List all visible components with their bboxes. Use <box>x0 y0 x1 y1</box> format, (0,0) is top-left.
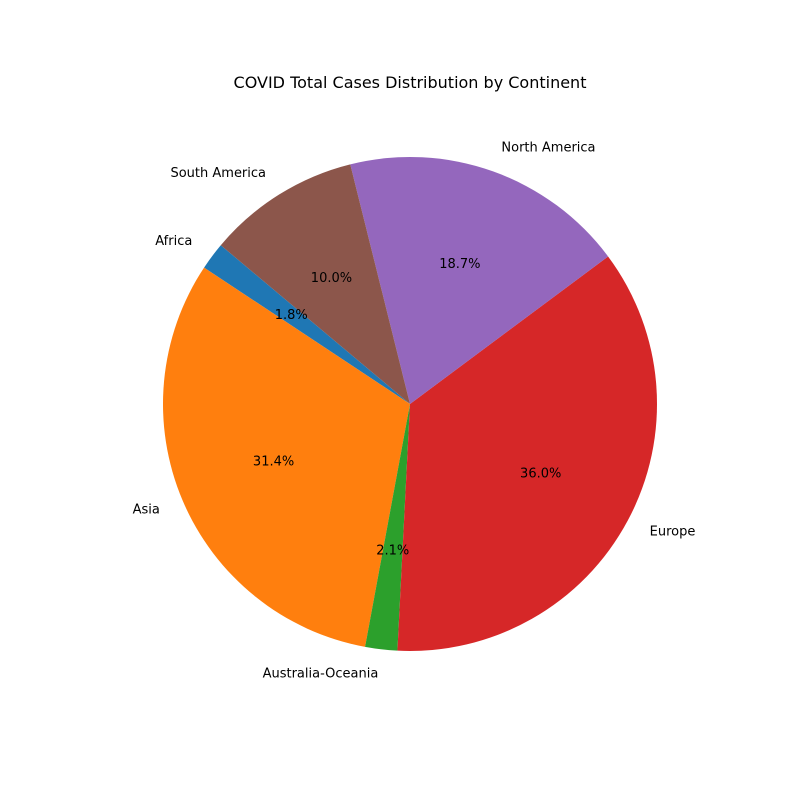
pie-slice-europe <box>397 256 658 651</box>
slice-percent-north-america: 18.7% <box>439 257 480 272</box>
pie-slice-south-america <box>220 164 410 404</box>
pie-slice-asia <box>163 267 410 647</box>
slice-label-europe: Europe <box>650 525 696 540</box>
pie-slice-africa <box>204 245 410 404</box>
pie-slice-australia-oceania <box>365 404 410 651</box>
slice-percent-south-america: 10.0% <box>311 271 352 286</box>
slice-label-asia: Asia <box>133 503 160 518</box>
chart-title: COVID Total Cases Distribution by Contin… <box>234 73 587 92</box>
slice-label-north-america: North America <box>501 141 595 156</box>
slice-label-australia-oceania: Australia-Oceania <box>263 666 379 681</box>
pie-labels: Africa 1.8% Asia 31.4% Australia-Oceania 2.1%… <box>133 141 696 682</box>
slice-percent-europe: 36.0% <box>520 466 561 481</box>
slice-label-south-america: South America <box>170 166 266 181</box>
pie-slices <box>163 157 658 651</box>
slice-percent-africa: 1.8% <box>275 308 308 323</box>
pie-slice-north-america <box>350 157 609 404</box>
slice-percent-australia-oceania: 2.1% <box>376 544 409 559</box>
slice-percent-asia: 31.4% <box>253 454 294 469</box>
slice-label-africa: Africa <box>155 234 192 249</box>
